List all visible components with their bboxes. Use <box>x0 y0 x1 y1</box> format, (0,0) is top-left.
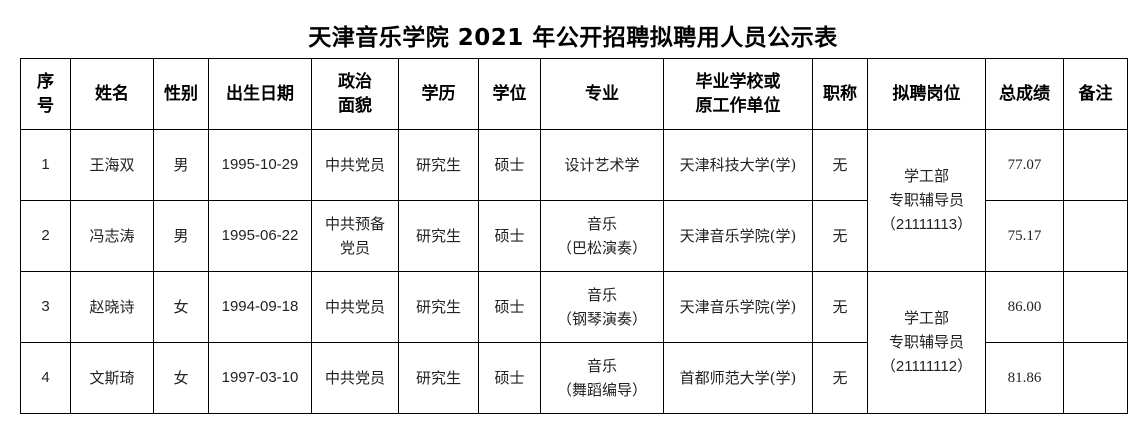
cell-remark <box>1063 200 1128 272</box>
cell-score: 81.86 <box>985 342 1064 414</box>
header-school: 毕业学校或 原工作单位 <box>663 58 813 130</box>
cell-political: 中共预备 党员 <box>311 200 399 272</box>
cell-seq: 1 <box>20 129 71 201</box>
cell-score: 86.00 <box>985 271 1064 343</box>
cell-remark <box>1063 271 1128 343</box>
cell-education: 研究生 <box>398 342 479 414</box>
header-seq: 序号 <box>20 58 71 130</box>
header-gender: 性别 <box>153 58 209 130</box>
cell-name: 冯志涛 <box>70 200 154 272</box>
header-education: 学历 <box>398 58 479 130</box>
cell-degree: 硕士 <box>478 129 541 201</box>
table-row: 1 王海双男 1995-10-29 中共党员 研究生 硕士 设计艺术学 天津科技大学(学) 无学… <box>20 129 1128 272</box>
cell-education: 研究生 <box>398 129 479 201</box>
header-political: 政治 面貌 <box>311 58 399 130</box>
cell-birth: 1994-09-18 <box>208 271 312 343</box>
header-row: 序号姓名 性别 出生日期 政治 面貌 学历 学位 专业 毕业学校或 原工作单位 职称 拟聘岗位 总成绩备… <box>20 58 1128 130</box>
cell-title: 无 <box>812 342 868 414</box>
page-title: 天津音乐学院 2021 年公开招聘拟聘用人员公示表 <box>308 25 838 51</box>
header-degree: 学位 <box>478 58 541 130</box>
cell-birth: 1995-06-22 <box>208 200 312 272</box>
header-major: 专业 <box>540 58 664 130</box>
cell-birth: 1995-10-29 <box>208 129 312 201</box>
cell-political: 中共党员 <box>311 342 399 414</box>
cell-score: 77.07 <box>985 129 1064 201</box>
table-row: 3 赵晓诗女 1994-09-18 中共党员 研究生 硕士 音乐 （钢琴演奏） 天津音乐学院(学… <box>20 271 1128 414</box>
cell-gender: 男 <box>153 129 209 201</box>
cell-gender: 男 <box>153 200 209 272</box>
header-birth: 出生日期 <box>208 58 312 130</box>
cell-degree: 硕士 <box>478 271 541 343</box>
cell-education: 研究生 <box>398 200 479 272</box>
cell-major: 音乐 （舞蹈编导） <box>540 342 664 414</box>
cell-gender: 女 <box>153 342 209 414</box>
cell-seq: 2 <box>20 200 71 272</box>
cell-title: 无 <box>812 271 868 343</box>
recruitment-table: 序号姓名 性别 出生日期 政治 面貌 学历 学位 专业 毕业学校或 原工作单位 职称 拟聘岗位 总成绩备… <box>20 58 1128 414</box>
cell-title: 无 <box>812 200 868 272</box>
cell-education: 研究生 <box>398 271 479 343</box>
cell-post: 学工部 专职辅导员 （21111113） <box>867 129 986 272</box>
cell-score: 75.17 <box>985 200 1064 272</box>
cell-political: 中共党员 <box>311 271 399 343</box>
cell-major: 音乐 （巴松演奏） <box>540 200 664 272</box>
cell-school: 天津科技大学(学) <box>663 129 813 201</box>
cell-school: 首都师范大学(学) <box>663 342 813 414</box>
cell-title: 无 <box>812 129 868 201</box>
cell-name: 赵晓诗 <box>70 271 154 343</box>
cell-degree: 硕士 <box>478 200 541 272</box>
cell-name: 王海双 <box>70 129 154 201</box>
cell-birth: 1997-03-10 <box>208 342 312 414</box>
header-title: 职称 <box>812 58 868 130</box>
table-row: 4 文斯琦女 1997-03-10 中共党员 研究生 硕士 音乐 （舞蹈编导） 首都师范大学(学… <box>20 342 1128 414</box>
cell-post: 学工部 专职辅导员 （21111112） <box>867 271 986 414</box>
cell-major: 音乐 （钢琴演奏） <box>540 271 664 343</box>
table-row: 2 冯志涛男 1995-06-22 中共预备 党员 研究生 硕士 音乐 （巴松演奏） 天津音乐学院… <box>20 200 1128 272</box>
cell-school: 天津音乐学院(学) <box>663 271 813 343</box>
cell-seq: 3 <box>20 271 71 343</box>
cell-political: 中共党员 <box>311 129 399 201</box>
cell-degree: 硕士 <box>478 342 541 414</box>
cell-remark <box>1063 129 1128 201</box>
header-name: 姓名 <box>70 58 154 130</box>
cell-seq: 4 <box>20 342 71 414</box>
header-post: 拟聘岗位 <box>867 58 986 130</box>
cell-school: 天津音乐学院(学) <box>663 200 813 272</box>
cell-major: 设计艺术学 <box>540 129 664 201</box>
header-remark: 备注 <box>1063 58 1128 130</box>
cell-gender: 女 <box>153 271 209 343</box>
cell-remark <box>1063 342 1128 414</box>
header-score: 总成绩 <box>985 58 1064 130</box>
cell-name: 文斯琦 <box>70 342 154 414</box>
